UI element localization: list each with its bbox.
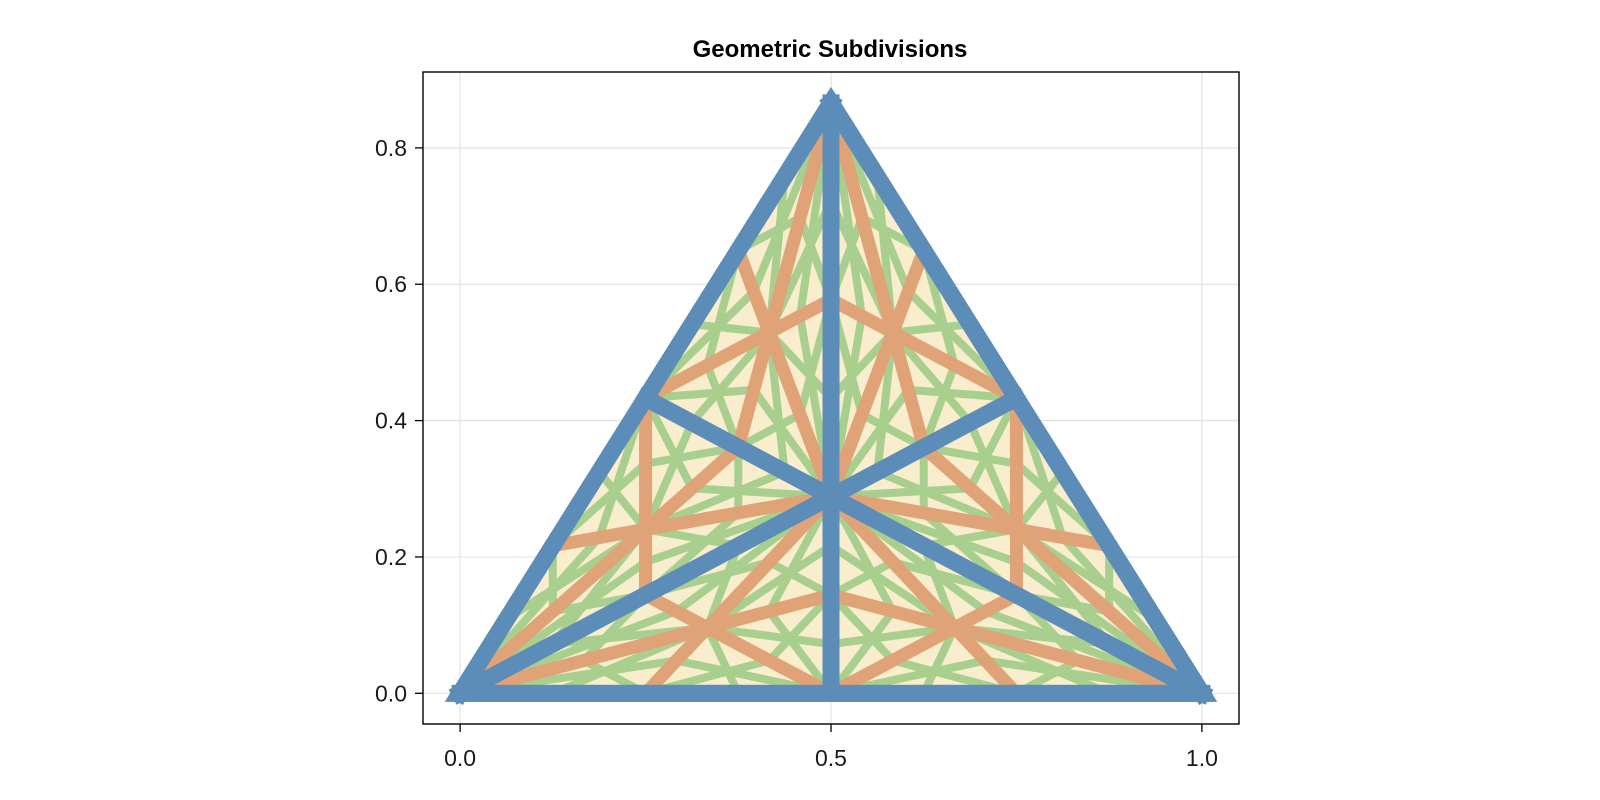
subdivision-segment bbox=[822, 618, 964, 703]
subdivision-segment bbox=[599, 655, 682, 677]
subdivision-segment bbox=[928, 567, 992, 617]
y-tick-label: 0.2 bbox=[375, 544, 407, 570]
subdivision-segment bbox=[929, 655, 991, 677]
subdivision-segment bbox=[1042, 485, 1068, 543]
subdivision-segment bbox=[822, 290, 902, 342]
subdivision-segment bbox=[1057, 531, 1115, 596]
subdivision-segment bbox=[698, 487, 841, 637]
subdivision-segment bbox=[671, 655, 733, 677]
subdivision-segment bbox=[884, 242, 933, 341]
subdivision-segment bbox=[638, 488, 839, 537]
subdivision-segment bbox=[819, 485, 1214, 705]
subdivision-segment bbox=[847, 240, 867, 321]
subdivision-segment bbox=[1010, 556, 1084, 612]
y-tick-label: 0.0 bbox=[375, 680, 407, 706]
subdivision-segment bbox=[949, 535, 1022, 568]
subdivision-segment bbox=[634, 386, 843, 509]
subdivision-segment bbox=[760, 290, 840, 342]
subdivision-segment bbox=[452, 619, 716, 702]
subdivision-segment bbox=[1008, 521, 1117, 554]
triangle-outline bbox=[444, 86, 1218, 702]
subdivision-segment bbox=[578, 556, 652, 612]
subdivision-segment bbox=[730, 324, 778, 456]
y-tick-label: 0.8 bbox=[375, 135, 407, 161]
subdivision-segment bbox=[822, 324, 902, 505]
subdivision-segment bbox=[545, 521, 654, 554]
subdivision-segment bbox=[599, 606, 682, 644]
subdivision-segment bbox=[670, 567, 734, 617]
chart-title: Geometric Subdivisions bbox=[693, 36, 968, 63]
subdivision-segment bbox=[448, 485, 843, 705]
subdivision-segment bbox=[819, 386, 1028, 509]
subdivision-segment bbox=[636, 323, 778, 407]
subdivision-segment bbox=[795, 311, 816, 381]
subdivision-segment bbox=[761, 94, 839, 341]
subdivision-segment bbox=[636, 586, 717, 637]
subdivision-segment bbox=[980, 606, 1063, 644]
subdivision-segment bbox=[712, 285, 760, 333]
subdivision-segment bbox=[636, 618, 717, 703]
subdivision-segment bbox=[450, 520, 655, 703]
subdivision-segment bbox=[902, 285, 950, 333]
subdivision-segment bbox=[1007, 520, 1212, 703]
subdivision-segment bbox=[823, 586, 963, 636]
y-tick-label: 0.4 bbox=[375, 408, 407, 434]
subdivision-segment bbox=[699, 586, 839, 636]
axes: 0.0 0.5 1.0 0.0 0.2 0.4 0.6 0.8 bbox=[375, 135, 1218, 771]
x-tick-label: 0.5 bbox=[815, 745, 847, 771]
subdivision-segment bbox=[945, 618, 1026, 703]
subdivision-segment bbox=[748, 223, 785, 297]
subdivision-segment bbox=[760, 324, 840, 505]
subdivision-segment bbox=[640, 535, 713, 568]
y-tick-label: 0.6 bbox=[375, 271, 407, 297]
subdivision-segment bbox=[980, 655, 1063, 677]
subdivision-segment bbox=[821, 487, 964, 637]
subdivision-segment bbox=[884, 324, 932, 456]
subdivision-segment bbox=[823, 94, 901, 341]
subdivision-segment bbox=[846, 311, 867, 381]
subdivision-segment bbox=[795, 240, 815, 321]
subdivision-segment bbox=[636, 438, 748, 539]
subdivision-segment bbox=[884, 323, 1026, 407]
subdivision-segment bbox=[729, 242, 778, 341]
subdivision-segment bbox=[594, 485, 620, 543]
plot-data bbox=[444, 86, 1218, 706]
subdivision-segment bbox=[946, 619, 1210, 702]
subdivision-segment bbox=[945, 586, 1026, 637]
subdivision-segment bbox=[823, 488, 1024, 537]
subdivision-segment bbox=[547, 531, 605, 596]
subdivision-segment bbox=[698, 618, 840, 703]
x-tick-label: 1.0 bbox=[1186, 745, 1218, 771]
subdivision-segment bbox=[877, 223, 914, 297]
subdivision-segment bbox=[914, 438, 1026, 539]
x-tick-label: 0.0 bbox=[444, 745, 476, 771]
